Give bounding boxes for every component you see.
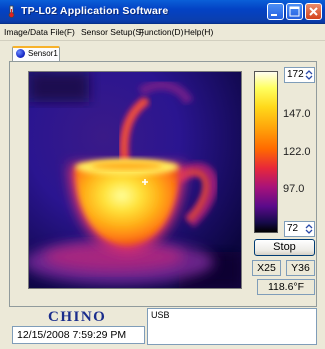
scale-max-value: 172: [287, 69, 304, 80]
scale-max-spinner[interactable]: 172: [284, 67, 315, 83]
scale-tick-label: 97.0: [283, 183, 305, 195]
stop-button[interactable]: Stop: [254, 239, 315, 256]
menu-image-data-file[interactable]: Image/Data File(F): [4, 27, 75, 37]
menu-function[interactable]: Function(D): [139, 27, 184, 37]
spinner-arrows-icon[interactable]: [305, 223, 313, 235]
close-button[interactable]: [305, 3, 322, 20]
menu-help[interactable]: Help(H): [184, 27, 214, 37]
scale-tick-label: 147.0: [283, 108, 311, 120]
menu-sensor-setup[interactable]: Sensor Setup(S): [81, 27, 144, 37]
spinner-arrows-icon[interactable]: [305, 69, 313, 81]
thermal-image[interactable]: [28, 71, 242, 289]
color-scale-bar: [254, 71, 278, 233]
cursor-x-readout: X25: [252, 260, 281, 276]
minimize-button[interactable]: [267, 3, 284, 20]
title-bar[interactable]: TP-L02 Application Software: [0, 0, 325, 24]
thermal-image-graphic: [29, 72, 241, 288]
connection-status: USB: [151, 310, 170, 320]
status-box: USB: [147, 308, 317, 345]
window-title: TP-L02 Application Software: [21, 5, 169, 17]
maximize-button[interactable]: [286, 3, 303, 20]
scale-min-value: 72: [287, 223, 299, 234]
sensor-dot-icon: [16, 49, 25, 58]
menu-bar: Image/Data File(F) Sensor Setup(S) Funct…: [0, 24, 325, 41]
chino-logo: CHINO: [48, 309, 107, 325]
temperature-readout: 118.6°F: [257, 279, 315, 295]
datetime-display: 12/15/2008 7:59:29 PM: [12, 326, 145, 344]
thermometer-app-icon: [8, 5, 15, 18]
tab-label: Sensor1: [28, 49, 58, 58]
cursor-y-readout: Y36: [286, 260, 315, 276]
tab-sensor1[interactable]: Sensor1: [12, 46, 60, 61]
minimize-icon: [271, 14, 277, 16]
scale-min-spinner[interactable]: 72: [284, 221, 315, 237]
close-icon: [309, 7, 318, 16]
scale-tick-label: 122.0: [283, 146, 311, 158]
crosshair-cursor: [142, 179, 148, 185]
maximize-icon: [289, 6, 300, 17]
